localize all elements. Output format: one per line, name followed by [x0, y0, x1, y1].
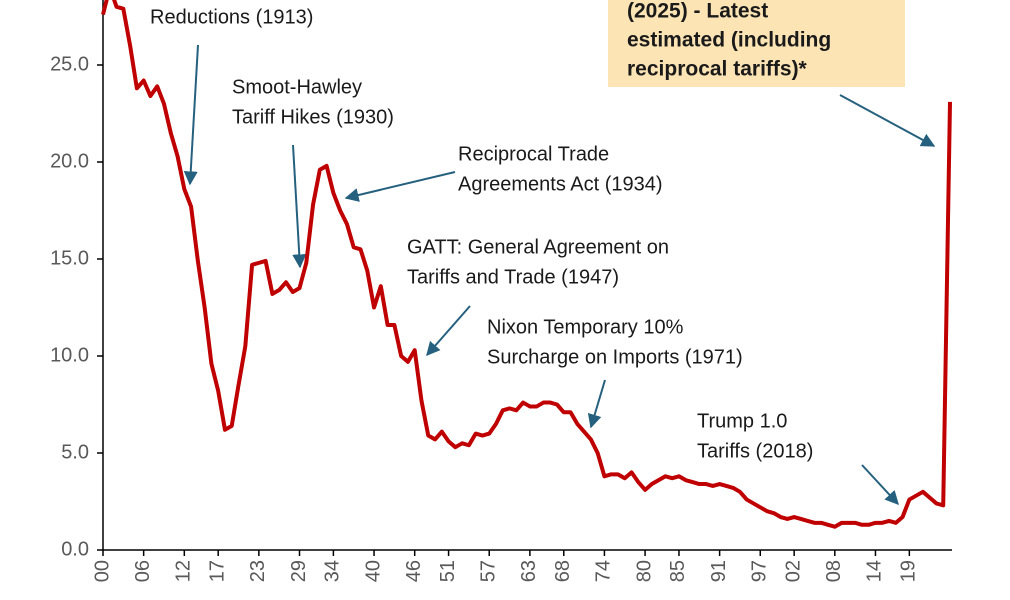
x-tick-label: 19	[898, 560, 920, 582]
x-tick-label: 06	[132, 560, 154, 582]
x-tick-label: 29	[288, 560, 310, 582]
x-tick-label: 63	[518, 560, 540, 582]
arrows	[183, 44, 936, 506]
y-tick-label: 25.0	[50, 53, 89, 75]
annotation: Agreements Act (1934)	[458, 173, 663, 195]
x-tick-label: 74	[593, 560, 615, 582]
y-tick-label: 5.0	[61, 441, 89, 463]
arrow	[839, 94, 936, 147]
x-tick-label: 91	[708, 560, 730, 582]
x-tick-label: 80	[633, 560, 655, 582]
annotation: reciprocal tariffs)*	[627, 58, 808, 81]
x-tick-label: 34	[322, 560, 344, 582]
annotation: Reciprocal Trade	[458, 143, 609, 165]
x-tick-label: 12	[173, 560, 195, 582]
x-tick-label: 02	[782, 560, 804, 582]
annotation: Nixon Temporary 10%	[487, 316, 684, 338]
y-tick-label: 15.0	[50, 247, 89, 269]
annotation: GATT: General Agreement on	[407, 236, 669, 258]
annotation-box	[608, 0, 905, 87]
annotation: Trump 1.0	[697, 410, 787, 432]
annotation: Surcharge on Imports (1971)	[487, 346, 743, 368]
annotation: estimated (including	[627, 29, 831, 52]
arrow	[426, 305, 471, 357]
x-tick-label: 97	[749, 560, 771, 582]
x-tick-label: 14	[864, 560, 886, 582]
arrow	[292, 144, 307, 269]
annotation: (2025) - Latest	[627, 0, 768, 23]
x-tick-label: 08	[823, 560, 845, 582]
x-tick-label: 17	[206, 560, 228, 582]
arrow	[183, 44, 199, 186]
annotation: Reductions (1913)	[150, 6, 313, 28]
arrow	[587, 379, 606, 429]
annotation: Tariff Hikes (1930)	[232, 106, 394, 128]
x-tick-label: 46	[403, 560, 425, 582]
annotation: Smoot-Hawley	[232, 76, 362, 98]
y-tick-label: 20.0	[50, 150, 89, 172]
x-tick-label: 00	[91, 560, 113, 582]
arrow	[861, 464, 899, 506]
y-tick-label: 10.0	[50, 344, 89, 366]
x-tick-label: 51	[437, 560, 459, 582]
line	[101, 0, 952, 529]
x-tick-label: 68	[552, 560, 574, 582]
arrow	[344, 171, 456, 202]
x-tick-label: 85	[667, 560, 689, 582]
y-tick-label: 0.0	[61, 538, 89, 560]
annotation: Tariffs and Trade (1947)	[407, 266, 619, 288]
annotation: Tariffs (2018)	[697, 440, 813, 462]
x-tick-label: 23	[247, 560, 269, 582]
x-tick-label: 57	[478, 560, 500, 582]
x-tick-label: 40	[362, 560, 384, 582]
